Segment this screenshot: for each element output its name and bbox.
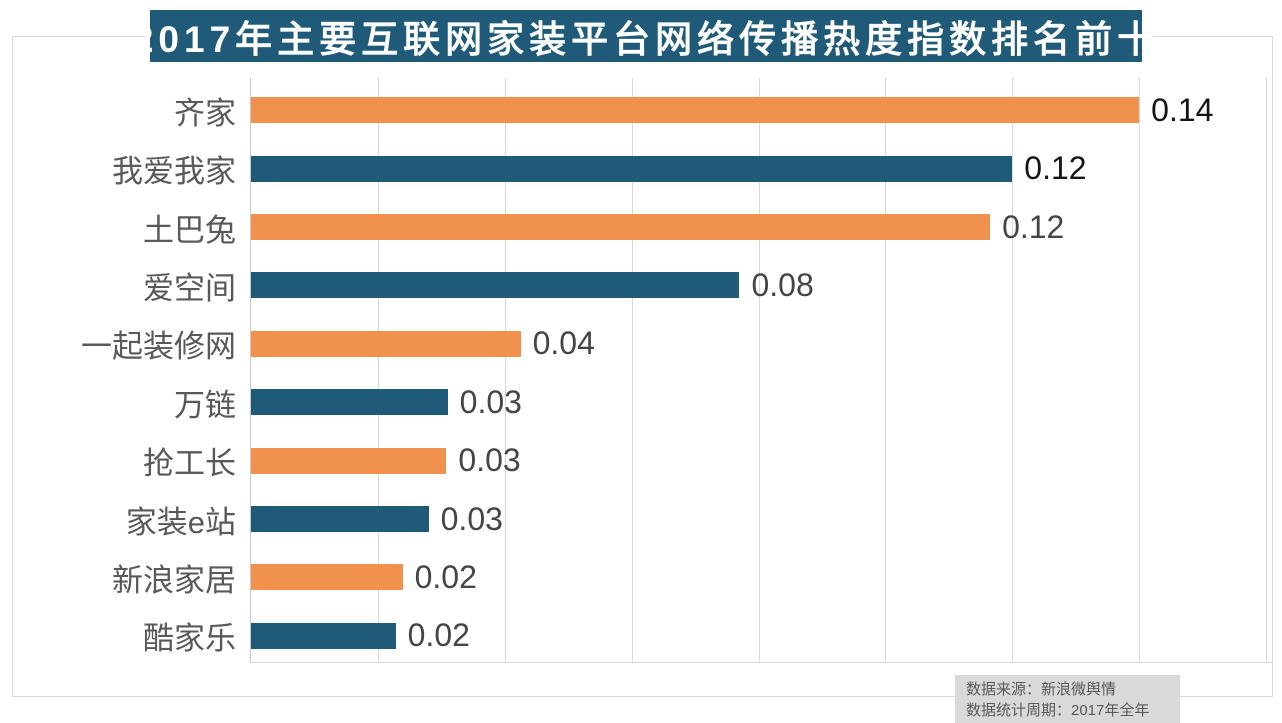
category-label: 万链: [174, 387, 236, 423]
chart-row: 0.12: [251, 198, 1273, 256]
period-line: 数据统计周期：2017年全年: [966, 702, 1150, 719]
bar: [251, 330, 521, 357]
category-label: 齐家: [174, 95, 236, 131]
bars-container: 0.14 0.12 0.12 0.08 0.04 0.03 0.03 0.03 0.02 0.02: [251, 81, 1273, 665]
gridline: [504, 78, 506, 662]
category-label: 土巴兔: [143, 212, 236, 248]
chart-row: 0.03: [251, 431, 1273, 489]
chart-row: 0.08: [251, 256, 1273, 314]
gridline: [377, 78, 379, 662]
chart-frame: [12, 36, 1273, 697]
chart-row: 0.03: [251, 490, 1273, 548]
category-label: 我爱我家: [112, 154, 236, 190]
chart-row: 0.12: [251, 139, 1273, 197]
bar: [251, 622, 396, 649]
chart-row: 0.02: [251, 607, 1273, 665]
bar-value-label: 0.02: [414, 558, 477, 595]
bar: [251, 564, 403, 591]
bar: [251, 506, 429, 533]
category-label: 新浪家居: [112, 562, 236, 598]
bar-value-label: 0.02: [407, 617, 470, 654]
bar: [251, 214, 991, 241]
gridline: [1266, 78, 1268, 662]
bar-value-label: 0.03: [459, 383, 522, 420]
gridline: [885, 78, 887, 662]
bar: [251, 389, 448, 416]
gridline: [1012, 78, 1014, 662]
source-line: 数据来源：新浪微舆情: [966, 681, 1117, 698]
bar-value-label: 0.03: [458, 442, 521, 479]
chart-row: 0.03: [251, 373, 1273, 431]
category-label: 家装e站: [125, 504, 236, 540]
bar-value-label: 0.12: [1002, 208, 1065, 245]
chart-title: 2017年主要互联网家装平台网络传播热度指数排名前十: [133, 10, 1154, 62]
category-label: 一起装修网: [81, 329, 236, 365]
category-axis: 齐家我爱我家土巴兔爱空间一起装修网万链抢工长家装e站新浪家居酷家乐: [14, 81, 236, 665]
bar: [251, 447, 447, 474]
gridline: [758, 78, 760, 662]
category-label: 爱空间: [143, 270, 236, 306]
chart-row: 0.02: [251, 548, 1273, 606]
bar-value-label: 0.08: [751, 266, 814, 303]
bar: [251, 272, 740, 299]
chart-row: 0.14: [251, 81, 1273, 139]
category-label: 抢工长: [143, 446, 236, 482]
category-label: 酷家乐: [143, 621, 236, 657]
gridline: [1139, 78, 1141, 662]
chart-row: 0.04: [251, 315, 1273, 373]
bar: [251, 97, 1140, 124]
bar-value-label: 0.03: [440, 500, 503, 537]
gridline: [631, 78, 633, 662]
source-note: 数据来源：新浪微舆情 数据统计周期：2017年全年: [955, 675, 1180, 723]
bar-value-label: 0.14: [1151, 91, 1214, 128]
bar-value-label: 0.04: [532, 325, 595, 362]
bar-value-label: 0.12: [1024, 150, 1087, 187]
plot-area: [250, 78, 1273, 663]
bar: [251, 155, 1013, 182]
